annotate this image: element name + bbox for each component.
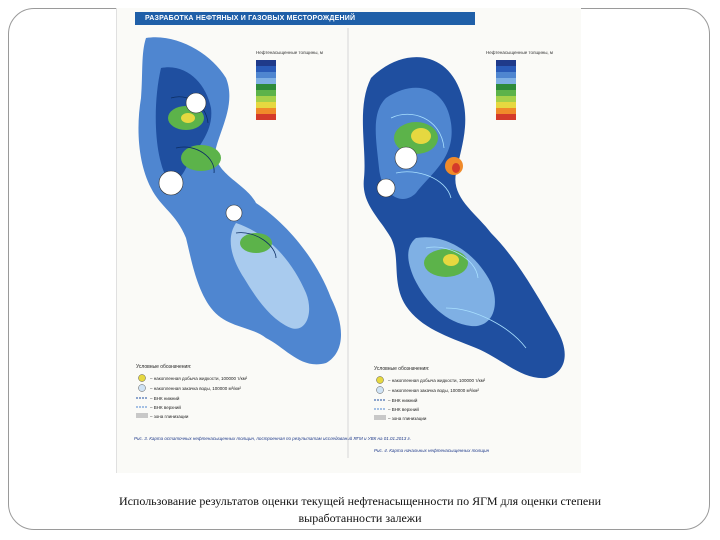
right-map-legend-item-4: – ВНК верхний bbox=[388, 406, 419, 412]
right-map-legend-item-2: – накопленная закачка воды, 100000 м³/км… bbox=[388, 388, 479, 393]
right-map-legend-heading: Условные обозначения: bbox=[374, 366, 429, 372]
right-map-color-scale bbox=[496, 60, 516, 120]
right-map-legend-marker-injection bbox=[376, 386, 384, 394]
left-map-legend-item-3: – ВНК нижний bbox=[150, 395, 180, 401]
left-map-legend-item-2: – накопленная закачка воды, 100000 м³/км… bbox=[150, 386, 241, 391]
right-map-legend-item-1: – накопленная добыча жидкости, 100000 т/… bbox=[388, 378, 486, 383]
left-map-legend-marker-injection bbox=[138, 384, 146, 392]
left-map-legend-title: Нефтенасыщенные толщины, м bbox=[256, 50, 323, 55]
left-map-legend-swatch-clay bbox=[136, 413, 148, 418]
slide-caption: Использование результатов оценки текущей… bbox=[118, 494, 602, 525]
left-map-well-symbol-3 bbox=[225, 204, 243, 222]
left-map-legend-item-4: – ВНК верхний bbox=[150, 404, 181, 410]
right-map-figure-caption: Рис. 4. Карта начальных нефтенасыщенных … bbox=[374, 448, 490, 453]
figure-maps: Нефтенасыщенные толщины, м Условные обоз… bbox=[134, 28, 565, 458]
left-map-legend-heading: Условные обозначения: bbox=[136, 364, 191, 370]
right-map-yellow-zone-1 bbox=[411, 128, 431, 144]
left-map-color-scale bbox=[256, 60, 276, 120]
right-map-legend-marker-production bbox=[376, 376, 384, 384]
left-map-yellow-zone bbox=[181, 113, 195, 123]
right-map-well-symbol-1 bbox=[394, 146, 418, 170]
left-map-well-symbol-2 bbox=[158, 170, 184, 196]
figure-header: РАЗРАБОТКА НЕФТЯНЫХ И ГАЗОВЫХ МЕСТОРОЖДЕ… bbox=[145, 15, 356, 22]
right-map-well-symbol-2 bbox=[376, 178, 396, 198]
right-map-legend-item-5: – зона глинизации bbox=[388, 416, 427, 421]
right-map-legend-title: Нефтенасыщенные толщины, м bbox=[486, 50, 553, 55]
left-map-green-zone-3 bbox=[240, 233, 272, 253]
left-map-green-zone-2 bbox=[181, 145, 221, 171]
right-map-legend-item-3: – ВНК нижний bbox=[388, 397, 418, 403]
right-map-yellow-zone-3 bbox=[443, 254, 459, 266]
right-map-legend-swatch-clay bbox=[374, 415, 386, 420]
left-map-legend-item-5: – зона глинизации bbox=[150, 414, 189, 419]
left-map-well-symbol-1 bbox=[185, 92, 207, 114]
left-map: Нефтенасыщенные толщины, м Условные обоз… bbox=[134, 37, 411, 441]
right-map: Нефтенасыщенные толщины, м Условные обоз… bbox=[362, 50, 565, 453]
left-map-legend-item-1: – накопленная добыча жидкости, 100000 т/… bbox=[150, 376, 248, 381]
right-map-red-zone bbox=[452, 163, 460, 173]
figure-header-bar bbox=[135, 12, 475, 25]
right-map-contours bbox=[390, 113, 527, 349]
left-map-legend-marker-production bbox=[138, 374, 146, 382]
left-map-figure-caption: Рис. 3. Карта остаточных нефтенасыщенных… bbox=[134, 435, 411, 441]
